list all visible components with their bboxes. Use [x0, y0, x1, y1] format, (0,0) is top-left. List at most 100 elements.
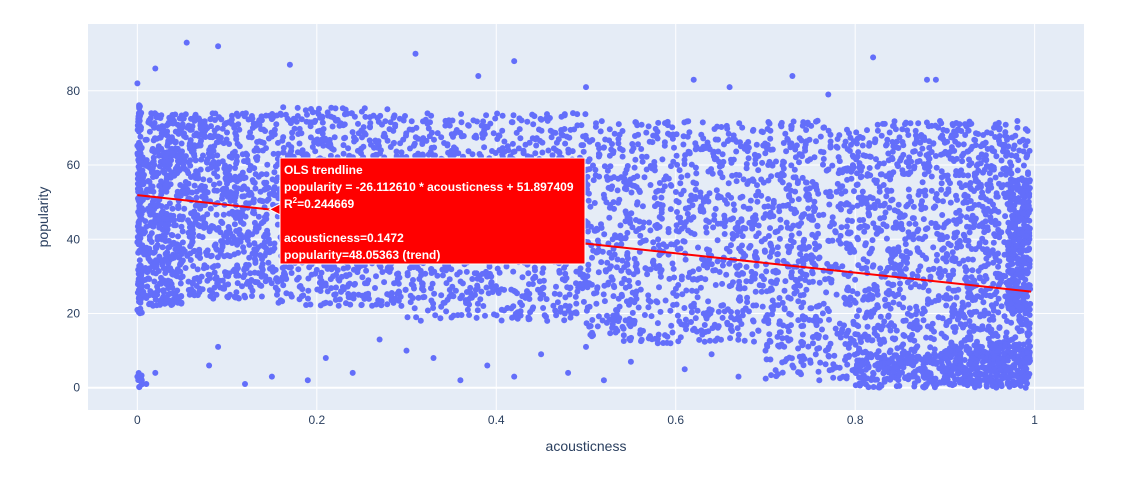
- data-point: [181, 157, 187, 163]
- data-point: [621, 276, 627, 282]
- data-point: [573, 301, 579, 307]
- data-point: [172, 112, 178, 118]
- data-point: [694, 288, 700, 294]
- data-point: [208, 144, 214, 150]
- data-point: [553, 284, 559, 290]
- data-point: [142, 229, 148, 235]
- data-point: [363, 268, 369, 274]
- data-point: [671, 145, 677, 151]
- data-point: [233, 210, 239, 216]
- data-point: [602, 298, 608, 304]
- data-point: [715, 258, 721, 264]
- data-point: [135, 119, 141, 125]
- data-point: [601, 195, 607, 201]
- data-point: [941, 245, 947, 251]
- data-point: [240, 151, 246, 157]
- data-point: [865, 171, 871, 177]
- data-point: [837, 185, 843, 191]
- data-point: [652, 167, 658, 173]
- data-point: [844, 224, 850, 230]
- data-point: [384, 267, 390, 273]
- data-point: [609, 325, 615, 331]
- data-point: [244, 281, 250, 287]
- data-point: [869, 246, 875, 252]
- data-point: [743, 142, 749, 148]
- data-point: [645, 304, 651, 310]
- data-point: [251, 246, 257, 252]
- data-point: [712, 156, 718, 162]
- data-point: [142, 218, 148, 224]
- data-point: [788, 322, 794, 328]
- data-point: [691, 326, 697, 332]
- data-point: [432, 312, 438, 318]
- data-point: [375, 297, 381, 303]
- data-point: [916, 192, 922, 198]
- data-point: [889, 282, 895, 288]
- data-point: [927, 344, 933, 350]
- data-point: [890, 123, 896, 129]
- data-point: [635, 280, 641, 286]
- data-point: [238, 232, 244, 238]
- data-point: [765, 126, 771, 132]
- data-point: [155, 148, 161, 154]
- data-point: [408, 299, 414, 305]
- data-point: [163, 251, 169, 257]
- data-point: [813, 182, 819, 188]
- data-point: [788, 226, 794, 232]
- data-point: [677, 167, 683, 173]
- data-point: [170, 217, 176, 223]
- data-point: [494, 312, 500, 318]
- data-point: [280, 282, 286, 288]
- data-point: [524, 119, 530, 125]
- data-point: [624, 252, 630, 258]
- data-point: [796, 258, 802, 264]
- data-point: [573, 294, 579, 300]
- data-point: [248, 190, 254, 196]
- data-point: [698, 194, 704, 200]
- data-point: [586, 280, 592, 286]
- data-point: [584, 136, 590, 142]
- data-point: [163, 258, 169, 264]
- data-point: [807, 156, 813, 162]
- data-point: [259, 264, 265, 270]
- data-point: [171, 240, 177, 246]
- data-point: [350, 129, 356, 135]
- data-point: [586, 166, 592, 172]
- data-point: [862, 288, 868, 294]
- data-point: [559, 131, 565, 137]
- data-point: [180, 214, 186, 220]
- data-point: [174, 168, 180, 174]
- data-point: [816, 212, 822, 218]
- data-point: [807, 357, 813, 363]
- data-point: [362, 105, 368, 111]
- data-point: [925, 160, 931, 166]
- data-point: [715, 237, 721, 243]
- data-point: [354, 269, 360, 275]
- data-point: [397, 140, 403, 146]
- data-point: [585, 267, 591, 273]
- data-point: [910, 236, 916, 242]
- data-point: [520, 274, 526, 280]
- data-point: [788, 312, 794, 318]
- data-point: [387, 126, 393, 132]
- data-point: [825, 306, 831, 312]
- data-point: [634, 269, 640, 275]
- data-point: [233, 228, 239, 234]
- data-point: [395, 276, 401, 282]
- data-point: [141, 179, 147, 185]
- data-point: [853, 156, 859, 162]
- data-point: [702, 322, 708, 328]
- data-point: [341, 142, 347, 148]
- data-point: [829, 219, 835, 225]
- data-point: [391, 141, 397, 147]
- data-point: [722, 231, 728, 237]
- data-point: [622, 170, 628, 176]
- data-point: [539, 150, 545, 156]
- data-point: [373, 152, 379, 158]
- data-point: [705, 169, 711, 175]
- data-point: [690, 180, 696, 186]
- data-point: [718, 124, 724, 130]
- data-point: [582, 111, 588, 117]
- data-point: [674, 302, 680, 308]
- data-point: [333, 105, 339, 111]
